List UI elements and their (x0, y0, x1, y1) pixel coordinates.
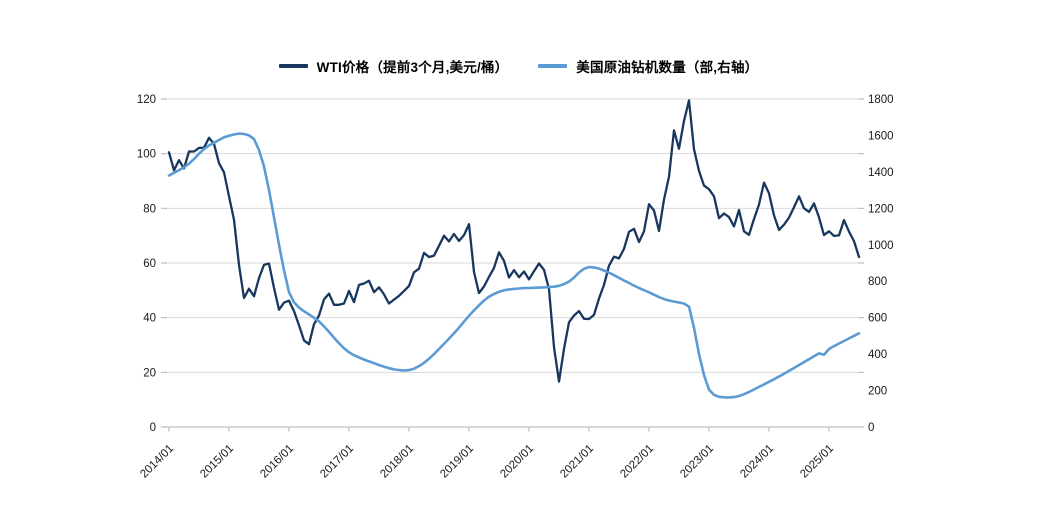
x-tick-label: 2015/01 (198, 443, 236, 481)
series-wti-line (167, 99, 861, 383)
y-right-tick-label: 400 (868, 349, 887, 361)
x-tick-label: 2024/01 (738, 443, 776, 481)
y-left-tick-label: 0 (150, 422, 156, 434)
y-left-tick-label: 120 (137, 94, 156, 106)
y-right-tick-label: 200 (868, 386, 887, 398)
series-rigs-line (167, 132, 861, 399)
y-left-tick-label: 40 (143, 313, 156, 325)
x-tick-label: 2020/01 (498, 443, 536, 481)
x-tick-label: 2021/01 (558, 443, 596, 481)
y-right-tick-label: 1000 (868, 240, 894, 252)
y-left-tick-label: 100 (137, 149, 156, 161)
x-tick-label: 2014/01 (138, 443, 176, 481)
x-tick-label: 2022/01 (618, 443, 656, 481)
x-tick-label: 2025/01 (798, 443, 836, 481)
x-tick-label: 2023/01 (678, 443, 716, 481)
x-tick-label: 2018/01 (378, 443, 416, 481)
y-right-tick-label: 1400 (868, 167, 894, 179)
x-tick-label: 2016/01 (258, 443, 296, 481)
y-left-tick-label: 60 (143, 258, 156, 270)
y-right-tick-label: 1600 (868, 130, 894, 142)
y-right-tick-label: 800 (868, 276, 887, 288)
y-right-tick-label: 1200 (868, 203, 894, 215)
x-tick-label: 2019/01 (438, 443, 476, 481)
y-right-tick-label: 0 (868, 422, 874, 434)
y-left-tick-label: 20 (143, 367, 156, 379)
x-tick-label: 2017/01 (318, 443, 356, 481)
y-left-tick-label: 80 (143, 203, 156, 215)
y-right-tick-label: 1800 (868, 94, 894, 106)
y-right-tick-label: 600 (868, 313, 887, 325)
